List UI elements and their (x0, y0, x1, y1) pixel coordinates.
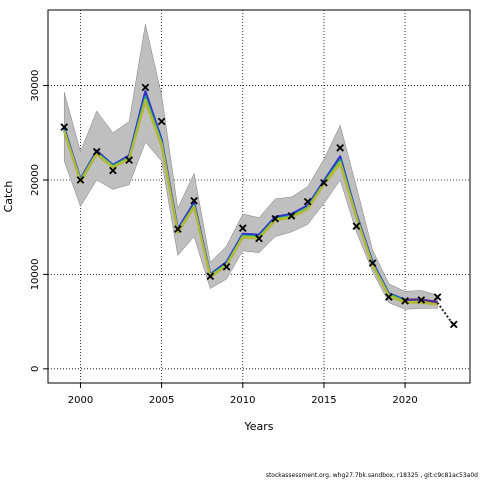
x-tick-label: 2000 (68, 395, 93, 406)
observed-point (206, 272, 215, 281)
observed-point (303, 197, 312, 206)
observed-point (157, 117, 166, 126)
observed-point (433, 293, 442, 301)
x-tick-label: 2020 (392, 395, 417, 406)
observed-point (109, 166, 117, 175)
y-axis-label: Catch (2, 181, 15, 213)
confidence-band (63, 24, 438, 310)
band-area (63, 24, 438, 310)
plot-frame (47, 9, 471, 384)
observed-point (174, 225, 182, 233)
observed-point (385, 293, 393, 301)
observed-point (368, 259, 377, 267)
x-tick-label: 2005 (149, 395, 174, 406)
x-axis-label: Years (243, 420, 273, 433)
observed-point (76, 176, 85, 184)
observed-point (238, 224, 247, 232)
observed-point (352, 222, 361, 231)
observed-point (141, 83, 150, 92)
y-tick-label: 0 (30, 366, 41, 372)
y-tick-label: 10000 (30, 258, 41, 290)
observed-point (320, 178, 328, 187)
observed-point (222, 263, 231, 271)
observed-point (255, 234, 263, 243)
footer-credit: stockassessment.org, whg27.7bk.sandbox, … (266, 472, 478, 479)
x-tick-label: 2015 (311, 395, 336, 406)
grid (48, 10, 470, 383)
observed-point (336, 144, 344, 152)
axes: 2000 2005 2010 2015 2020 0 10000 20000 30000 (30, 70, 418, 406)
observed-point (271, 214, 280, 223)
observed-point (60, 123, 69, 131)
observed-point (401, 297, 409, 305)
observed-point (417, 296, 426, 304)
observed-point (287, 212, 296, 220)
observed-markers (60, 83, 458, 329)
series-line-6 (436, 302, 455, 326)
observed-point (449, 320, 458, 329)
observed-point (190, 196, 198, 205)
x-tick-label: 2010 (230, 395, 255, 406)
observed-point (125, 156, 133, 164)
series-line-4 (63, 100, 438, 306)
y-tick-label: 30000 (30, 70, 41, 102)
y-tick-label: 20000 (30, 164, 41, 196)
observed-point (92, 147, 101, 156)
